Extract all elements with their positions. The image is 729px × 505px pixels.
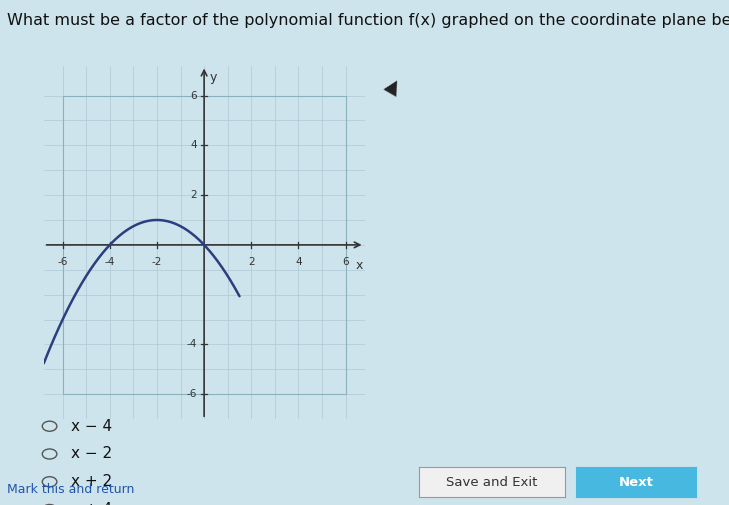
Text: 6: 6 — [190, 90, 197, 100]
Text: Mark this and return: Mark this and return — [7, 483, 135, 496]
Text: x − 4: x − 4 — [71, 419, 112, 434]
Text: 4: 4 — [295, 258, 302, 267]
Text: -2: -2 — [152, 258, 162, 267]
Text: -6: -6 — [58, 258, 68, 267]
Text: 2: 2 — [248, 258, 254, 267]
Text: 2: 2 — [190, 190, 197, 200]
Text: -4: -4 — [187, 339, 197, 349]
Text: 4: 4 — [190, 140, 197, 150]
Text: x: x — [356, 259, 364, 272]
Text: x − 2: x − 2 — [71, 446, 112, 462]
Text: 6: 6 — [343, 258, 349, 267]
Text: x + 4: x + 4 — [71, 502, 112, 505]
Text: ▲: ▲ — [383, 74, 405, 98]
Bar — [63, 95, 346, 394]
Text: Save and Exit: Save and Exit — [446, 476, 538, 489]
Text: -4: -4 — [104, 258, 115, 267]
Text: -6: -6 — [187, 389, 197, 399]
Text: y: y — [210, 71, 217, 84]
Text: Next: Next — [619, 476, 653, 489]
Text: What must be a factor of the polynomial function f(x) graphed on the coordinate : What must be a factor of the polynomial … — [7, 13, 729, 28]
Text: x + 2: x + 2 — [71, 474, 112, 489]
